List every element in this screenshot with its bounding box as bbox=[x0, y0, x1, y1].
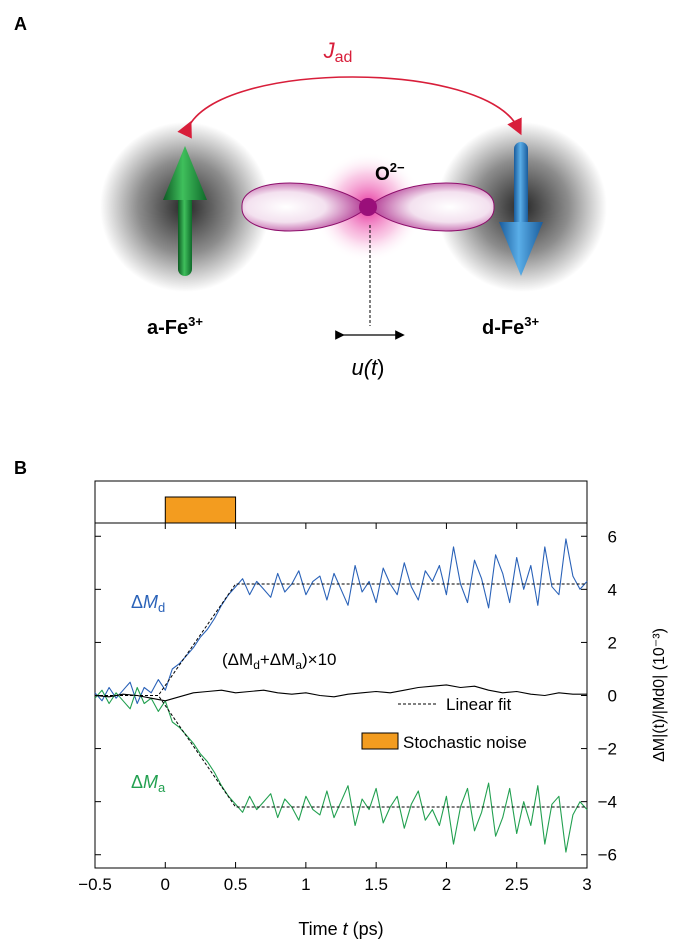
panel-b-letter: B bbox=[14, 458, 27, 478]
x-tick-label: −0.5 bbox=[78, 875, 112, 894]
x-tick-label: 1 bbox=[301, 875, 310, 894]
series-group bbox=[94, 538, 588, 853]
series-line-4 bbox=[95, 695, 587, 808]
exchange-arc bbox=[177, 76, 522, 139]
delta-ma-label: ΔMa bbox=[131, 772, 166, 795]
legend-fit-label: Linear fit bbox=[446, 695, 511, 714]
series-line-2 bbox=[94, 684, 587, 702]
y-axis: −6 −4 −2 0 2 4 6 bbox=[95, 527, 617, 865]
legend: Linear fit Stochastic noise bbox=[361, 695, 527, 752]
series-line-0 bbox=[94, 538, 588, 705]
y-axis-label: ΔM|(t)/|Md0| (10⁻³) bbox=[651, 628, 668, 762]
orbital-lobe-left bbox=[241, 182, 369, 232]
spin-down-arrow-icon bbox=[499, 142, 543, 276]
y-tick-label: −2 bbox=[598, 740, 617, 759]
coupling-label: Jad bbox=[323, 38, 353, 66]
pulse-bar bbox=[164, 496, 237, 524]
y-tick-label: 6 bbox=[608, 527, 617, 546]
x-tick-label: 0 bbox=[161, 875, 170, 894]
x-tick-label: 2 bbox=[442, 875, 451, 894]
sum-label: (ΔMd+ΔMa)×10 bbox=[222, 650, 337, 672]
legend-noise-label: Stochastic noise bbox=[403, 733, 527, 752]
y-tick-label: 4 bbox=[608, 580, 617, 599]
y-tick-label: −6 bbox=[598, 846, 617, 865]
legend-noise-swatch bbox=[361, 732, 399, 750]
delta-md-label: ΔMd bbox=[131, 592, 165, 615]
site-a-label: a-Fe3+ bbox=[147, 314, 203, 339]
x-axis-label: Time t (ps) bbox=[298, 919, 383, 939]
y-tick-label: 2 bbox=[608, 633, 617, 652]
spin-up-arrow-icon bbox=[163, 146, 207, 276]
x-tick-label: 2.5 bbox=[505, 875, 529, 894]
y-tick-label: −4 bbox=[598, 793, 617, 812]
oxygen-label: O2− bbox=[375, 160, 405, 185]
panel-a-letter: A bbox=[14, 14, 27, 34]
orbital-lobe-right bbox=[367, 182, 495, 232]
y-tick-label: 0 bbox=[608, 687, 617, 706]
site-d-label: d-Fe3+ bbox=[482, 314, 539, 339]
x-tick-label: 0.5 bbox=[224, 875, 248, 894]
x-tick-label: 1.5 bbox=[364, 875, 388, 894]
x-tick-label: 3 bbox=[582, 875, 591, 894]
series-line-1 bbox=[94, 686, 588, 853]
exchange-schematic: Jad O2− a-Fe3+ d-Fe3+ u(t) bbox=[100, 38, 607, 380]
x-axis: −0.5 0 0.5 1 1.5 2 2.5 3 bbox=[78, 523, 592, 894]
displacement-label: u(t) bbox=[351, 355, 384, 380]
magnetization-chart: −0.5 0 0.5 1 1.5 2 2.5 3 −6 −4 −2 0 2 4 6 ΔMd ΔMa (ΔM… bbox=[78, 480, 668, 939]
oxygen-core bbox=[359, 198, 377, 216]
